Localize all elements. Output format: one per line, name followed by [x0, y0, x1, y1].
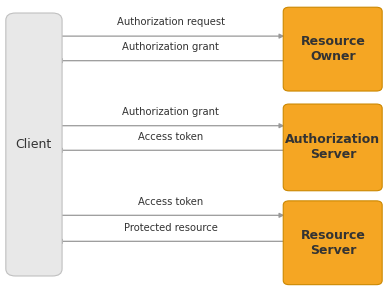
Text: Resource
Server: Resource Server	[300, 229, 365, 257]
Text: Access token: Access token	[138, 131, 203, 142]
FancyBboxPatch shape	[283, 201, 382, 285]
Text: Access token: Access token	[138, 197, 203, 207]
FancyBboxPatch shape	[6, 13, 62, 276]
Text: Authorization request: Authorization request	[117, 17, 225, 27]
Text: Client: Client	[16, 138, 52, 151]
FancyBboxPatch shape	[283, 7, 382, 91]
Text: Protected resource: Protected resource	[124, 223, 218, 233]
Text: Authorization grant: Authorization grant	[122, 107, 219, 117]
Text: Authorization
Server: Authorization Server	[285, 134, 381, 161]
Text: Resource
Owner: Resource Owner	[300, 35, 365, 63]
Text: Authorization grant: Authorization grant	[122, 42, 219, 52]
FancyBboxPatch shape	[283, 104, 382, 191]
